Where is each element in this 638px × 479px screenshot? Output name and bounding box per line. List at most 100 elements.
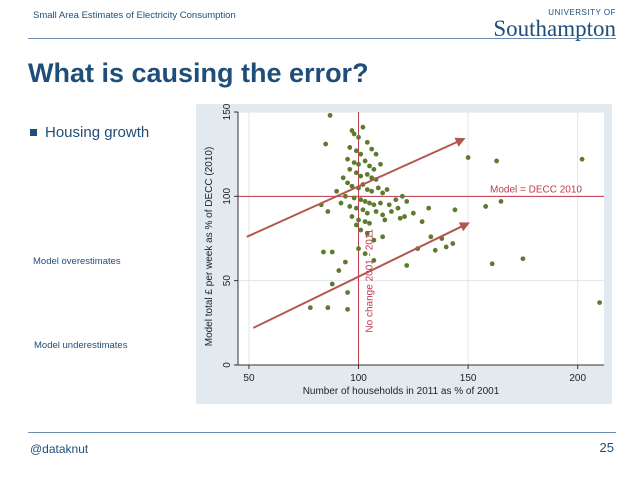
- data-point: [419, 219, 425, 225]
- y-axis-title: Model total £ per week as % of DECC (201…: [204, 147, 215, 347]
- axes: 50 100 150 200 0 50 100 150: [222, 104, 604, 384]
- bullet-square-icon: [30, 129, 37, 136]
- data-point: [345, 156, 350, 162]
- data-point: [402, 214, 407, 219]
- data-point: [364, 172, 370, 177]
- data-point: [367, 200, 372, 206]
- y-tick-label: 100: [222, 188, 233, 205]
- data-point: [404, 198, 410, 204]
- data-point: [367, 163, 372, 169]
- data-point: [358, 227, 364, 233]
- data-point: [432, 247, 438, 253]
- data-point: [356, 185, 361, 191]
- data-point: [380, 234, 386, 240]
- data-point: [378, 200, 383, 206]
- footer-divider: [28, 432, 616, 433]
- data-point: [389, 209, 394, 214]
- data-point: [426, 205, 432, 211]
- data-point: [351, 131, 357, 137]
- data-point: [338, 200, 344, 206]
- data-point: [443, 244, 449, 250]
- x-tick-label: 100: [350, 373, 367, 384]
- data-point: [342, 193, 348, 199]
- footer-handle: @dataknut: [30, 442, 89, 456]
- annotation-overestimates: Model overestimates: [33, 256, 121, 267]
- data-point: [373, 177, 379, 182]
- data-point: [367, 220, 372, 226]
- bullet-item: Housing growth: [30, 124, 149, 141]
- logo-main-text: Southampton: [493, 16, 616, 41]
- data-point: [345, 306, 350, 312]
- university-logo: UNIVERSITY OF Southampton: [493, 8, 616, 40]
- data-point: [349, 183, 355, 189]
- data-point: [325, 305, 331, 311]
- slide-title: What is causing the error?: [28, 58, 369, 88]
- data-point: [327, 112, 333, 118]
- data-point: [465, 155, 471, 160]
- data-point: [489, 261, 495, 267]
- plot-area: [238, 112, 604, 365]
- data-point: [353, 205, 359, 211]
- data-point: [347, 166, 353, 172]
- data-point: [386, 202, 392, 208]
- data-point: [494, 158, 500, 164]
- data-point: [428, 234, 434, 240]
- data-point: [356, 217, 361, 223]
- data-point: [356, 134, 361, 140]
- data-point: [353, 222, 359, 228]
- data-point: [415, 246, 421, 252]
- header-divider: [28, 38, 616, 39]
- no-change-label: No change 2001 - 2011: [365, 228, 376, 332]
- data-point: [329, 281, 335, 287]
- data-point: [360, 182, 366, 187]
- data-point: [364, 187, 370, 192]
- y-tick-label: 150: [222, 104, 233, 120]
- data-point: [329, 249, 335, 255]
- data-point: [498, 198, 504, 204]
- y-tick-label: 0: [222, 362, 233, 368]
- data-point: [380, 212, 386, 218]
- data-point: [393, 197, 399, 203]
- data-point: [323, 141, 329, 147]
- data-point: [351, 195, 357, 201]
- data-point: [345, 290, 350, 295]
- data-point: [362, 219, 368, 225]
- data-point: [353, 170, 359, 176]
- y-tick-label: 50: [222, 275, 233, 287]
- scatter-chart: 50 100 150 200 0 50 100 150 Number of household…: [196, 104, 612, 404]
- data-point: [579, 156, 585, 162]
- bullet-text: Housing growth: [45, 124, 150, 141]
- data-point: [362, 198, 368, 204]
- data-point: [358, 197, 364, 203]
- page-number: 25: [599, 440, 614, 455]
- data-point: [364, 139, 370, 145]
- data-point: [384, 187, 390, 192]
- x-tick-label: 150: [460, 373, 477, 384]
- data-point: [483, 204, 489, 209]
- data-point: [362, 158, 368, 164]
- x-axis-title: Number of households in 2011 as % of 200…: [303, 386, 500, 397]
- data-point: [318, 202, 324, 208]
- data-point: [342, 259, 348, 265]
- data-point: [382, 217, 388, 223]
- data-point: [356, 246, 361, 252]
- data-point: [349, 214, 355, 219]
- data-point: [336, 268, 342, 273]
- data-point: [378, 161, 383, 167]
- data-point: [397, 215, 403, 221]
- data-point: [373, 209, 379, 214]
- data-point: [347, 204, 353, 209]
- header-title: Small Area Estimates of Electricity Cons…: [33, 10, 236, 21]
- data-point: [340, 175, 346, 181]
- data-point: [364, 210, 370, 216]
- data-point: [360, 124, 366, 130]
- data-point: [369, 146, 375, 152]
- data-point: [351, 160, 357, 165]
- data-point: [404, 263, 410, 268]
- data-point: [375, 185, 381, 191]
- data-point: [358, 173, 364, 179]
- data-point: [360, 207, 366, 213]
- data-point: [395, 205, 401, 211]
- data-point: [399, 193, 405, 199]
- data-point: [347, 145, 353, 150]
